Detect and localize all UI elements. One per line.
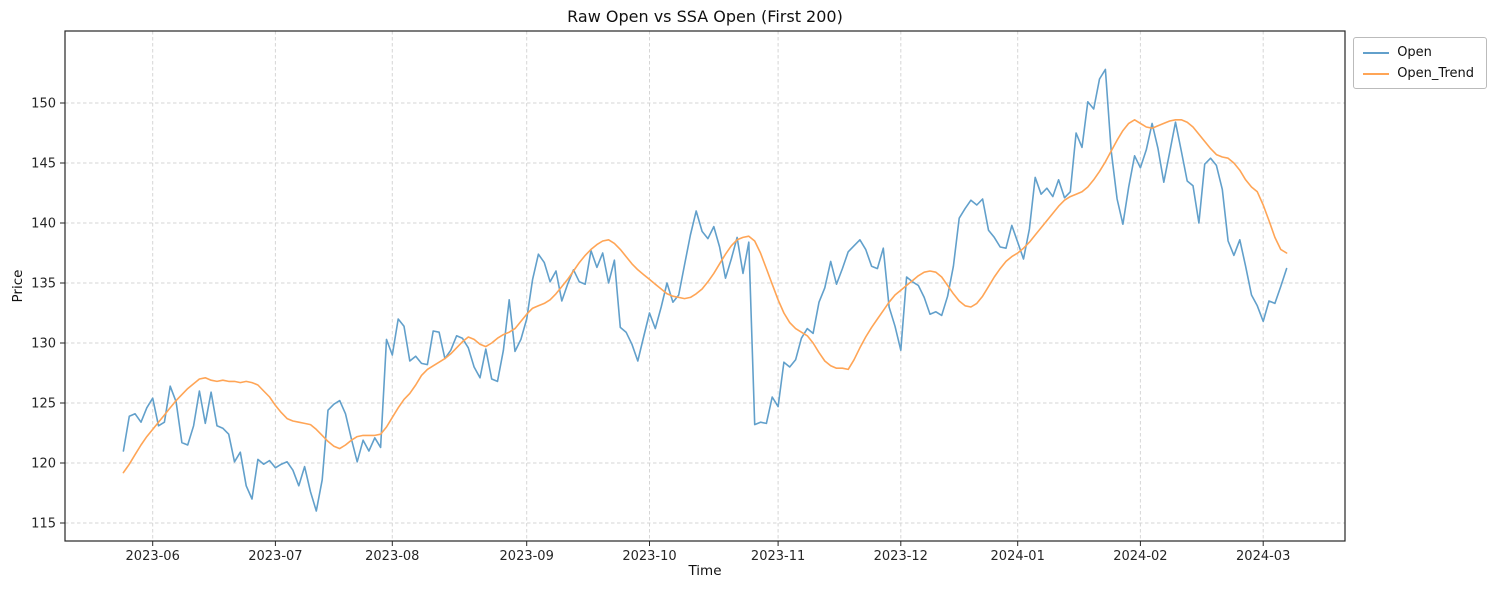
legend-item-open-trend: Open_Trend xyxy=(1363,66,1474,81)
axes-frame xyxy=(64,30,1346,542)
legend-label-open: Open xyxy=(1397,45,1432,60)
x-tick-label: 2024-02 xyxy=(1113,549,1167,564)
y-tick-label: 125 xyxy=(31,397,56,412)
y-tick-label: 150 xyxy=(31,97,56,112)
series-line-open xyxy=(122,68,1288,512)
x-tick-label: 2023-09 xyxy=(500,549,554,564)
legend-item-open: Open xyxy=(1363,45,1474,60)
x-axis-label: Time xyxy=(688,563,722,579)
legend-label-open-trend: Open_Trend xyxy=(1397,66,1474,81)
chart-title: Raw Open vs SSA Open (First 200) xyxy=(567,7,843,26)
legend: Open Open_Trend xyxy=(1353,37,1487,89)
y-tick-label: 130 xyxy=(31,337,56,352)
y-tick-label: 115 xyxy=(31,517,56,532)
x-tick-label: 2023-07 xyxy=(248,549,302,564)
y-tick-label: 135 xyxy=(31,277,56,292)
x-tick-label: 2023-12 xyxy=(874,549,928,564)
x-tick-label: 2024-03 xyxy=(1236,549,1290,564)
series-line-open-trend xyxy=(122,119,1288,474)
x-tick-label: 2023-06 xyxy=(126,549,180,564)
y-tick-label: 120 xyxy=(31,457,56,472)
x-tick-label: 2024-01 xyxy=(991,549,1045,564)
y-tick-label: 145 xyxy=(31,157,56,172)
y-tick-label: 140 xyxy=(31,217,56,232)
open-line-swatch-icon xyxy=(1363,51,1390,54)
y-axis-label: Price xyxy=(10,269,26,303)
x-tick-label: 2023-08 xyxy=(365,549,419,564)
open-trend-line-swatch-icon xyxy=(1363,72,1390,75)
x-tick-label: 2023-11 xyxy=(751,549,805,564)
x-tick-label: 2023-10 xyxy=(622,549,676,564)
